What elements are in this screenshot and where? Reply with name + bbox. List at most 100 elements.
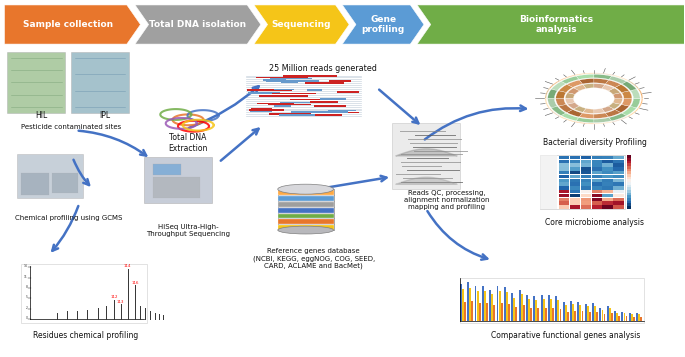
FancyBboxPatch shape bbox=[640, 317, 642, 321]
Text: 112: 112 bbox=[110, 295, 118, 299]
Wedge shape bbox=[567, 88, 580, 94]
Text: Comparative functional genes analysis: Comparative functional genes analysis bbox=[490, 331, 640, 340]
FancyBboxPatch shape bbox=[271, 92, 316, 94]
Wedge shape bbox=[551, 106, 566, 116]
FancyBboxPatch shape bbox=[467, 282, 469, 321]
FancyBboxPatch shape bbox=[262, 79, 286, 81]
Wedge shape bbox=[574, 106, 586, 112]
Text: Sequencing: Sequencing bbox=[272, 20, 332, 29]
Text: Gene
profiling: Gene profiling bbox=[362, 15, 405, 34]
FancyBboxPatch shape bbox=[569, 198, 580, 201]
FancyBboxPatch shape bbox=[601, 310, 603, 321]
FancyBboxPatch shape bbox=[558, 182, 569, 186]
FancyBboxPatch shape bbox=[621, 312, 623, 321]
FancyBboxPatch shape bbox=[627, 177, 632, 179]
Wedge shape bbox=[594, 73, 612, 75]
FancyBboxPatch shape bbox=[569, 186, 580, 190]
FancyBboxPatch shape bbox=[614, 201, 623, 205]
FancyBboxPatch shape bbox=[8, 52, 65, 113]
FancyBboxPatch shape bbox=[627, 182, 632, 185]
Text: 11: 11 bbox=[24, 275, 27, 279]
Wedge shape bbox=[608, 102, 621, 109]
FancyBboxPatch shape bbox=[275, 105, 291, 106]
FancyBboxPatch shape bbox=[592, 198, 601, 201]
FancyBboxPatch shape bbox=[614, 190, 623, 193]
FancyBboxPatch shape bbox=[248, 92, 280, 94]
FancyBboxPatch shape bbox=[504, 287, 506, 321]
FancyBboxPatch shape bbox=[594, 306, 596, 321]
Text: Pesticide contaminated sites: Pesticide contaminated sites bbox=[21, 124, 121, 130]
FancyBboxPatch shape bbox=[592, 171, 601, 175]
Wedge shape bbox=[561, 113, 579, 121]
Wedge shape bbox=[609, 113, 627, 121]
FancyBboxPatch shape bbox=[540, 155, 557, 209]
Wedge shape bbox=[601, 106, 614, 112]
FancyBboxPatch shape bbox=[278, 189, 334, 230]
Wedge shape bbox=[594, 117, 612, 123]
FancyBboxPatch shape bbox=[52, 173, 78, 193]
FancyBboxPatch shape bbox=[603, 175, 612, 178]
FancyBboxPatch shape bbox=[592, 175, 601, 178]
FancyBboxPatch shape bbox=[259, 95, 308, 97]
FancyBboxPatch shape bbox=[592, 190, 601, 193]
FancyBboxPatch shape bbox=[550, 298, 552, 321]
Wedge shape bbox=[612, 116, 629, 122]
FancyBboxPatch shape bbox=[283, 75, 336, 76]
Wedge shape bbox=[594, 84, 605, 89]
FancyBboxPatch shape bbox=[545, 308, 547, 321]
FancyBboxPatch shape bbox=[508, 304, 510, 321]
FancyBboxPatch shape bbox=[493, 305, 495, 321]
FancyBboxPatch shape bbox=[614, 160, 623, 163]
Wedge shape bbox=[567, 110, 582, 117]
FancyBboxPatch shape bbox=[540, 155, 625, 209]
Wedge shape bbox=[606, 80, 621, 87]
FancyBboxPatch shape bbox=[585, 303, 586, 321]
FancyBboxPatch shape bbox=[592, 167, 601, 171]
Text: 114: 114 bbox=[124, 264, 132, 268]
FancyBboxPatch shape bbox=[278, 196, 334, 201]
FancyBboxPatch shape bbox=[291, 111, 348, 113]
FancyBboxPatch shape bbox=[271, 78, 312, 80]
FancyBboxPatch shape bbox=[558, 156, 569, 159]
FancyBboxPatch shape bbox=[619, 316, 620, 321]
FancyBboxPatch shape bbox=[614, 178, 623, 182]
FancyBboxPatch shape bbox=[556, 296, 557, 321]
Wedge shape bbox=[575, 121, 594, 124]
FancyBboxPatch shape bbox=[328, 110, 356, 111]
FancyBboxPatch shape bbox=[558, 171, 569, 175]
Polygon shape bbox=[135, 5, 261, 44]
Wedge shape bbox=[621, 91, 632, 99]
FancyBboxPatch shape bbox=[251, 108, 272, 110]
Wedge shape bbox=[565, 93, 575, 99]
FancyBboxPatch shape bbox=[477, 291, 479, 321]
Wedge shape bbox=[638, 89, 643, 99]
FancyBboxPatch shape bbox=[570, 301, 572, 321]
Text: Reads QC, processing,
alignment normalization
mapping and profiling: Reads QC, processing, alignment normaliz… bbox=[403, 190, 489, 210]
FancyBboxPatch shape bbox=[569, 178, 580, 182]
FancyBboxPatch shape bbox=[627, 187, 632, 190]
FancyBboxPatch shape bbox=[534, 296, 535, 321]
FancyBboxPatch shape bbox=[278, 202, 334, 207]
FancyBboxPatch shape bbox=[540, 295, 543, 321]
FancyBboxPatch shape bbox=[278, 213, 334, 218]
Text: 14: 14 bbox=[24, 265, 27, 268]
FancyBboxPatch shape bbox=[558, 175, 569, 178]
Polygon shape bbox=[5, 5, 140, 44]
FancyBboxPatch shape bbox=[560, 308, 561, 321]
FancyBboxPatch shape bbox=[603, 156, 612, 159]
Text: 5: 5 bbox=[25, 295, 27, 299]
Wedge shape bbox=[627, 80, 639, 89]
Polygon shape bbox=[417, 5, 684, 44]
FancyBboxPatch shape bbox=[614, 186, 623, 190]
FancyBboxPatch shape bbox=[603, 190, 612, 193]
Wedge shape bbox=[549, 80, 560, 89]
FancyBboxPatch shape bbox=[256, 77, 290, 79]
FancyBboxPatch shape bbox=[543, 299, 545, 321]
Text: Total DNA
Extraction: Total DNA Extraction bbox=[169, 133, 208, 153]
FancyBboxPatch shape bbox=[464, 302, 466, 321]
FancyBboxPatch shape bbox=[499, 291, 501, 321]
FancyBboxPatch shape bbox=[558, 178, 569, 182]
Wedge shape bbox=[612, 99, 623, 104]
FancyBboxPatch shape bbox=[514, 298, 515, 321]
FancyBboxPatch shape bbox=[558, 300, 559, 321]
